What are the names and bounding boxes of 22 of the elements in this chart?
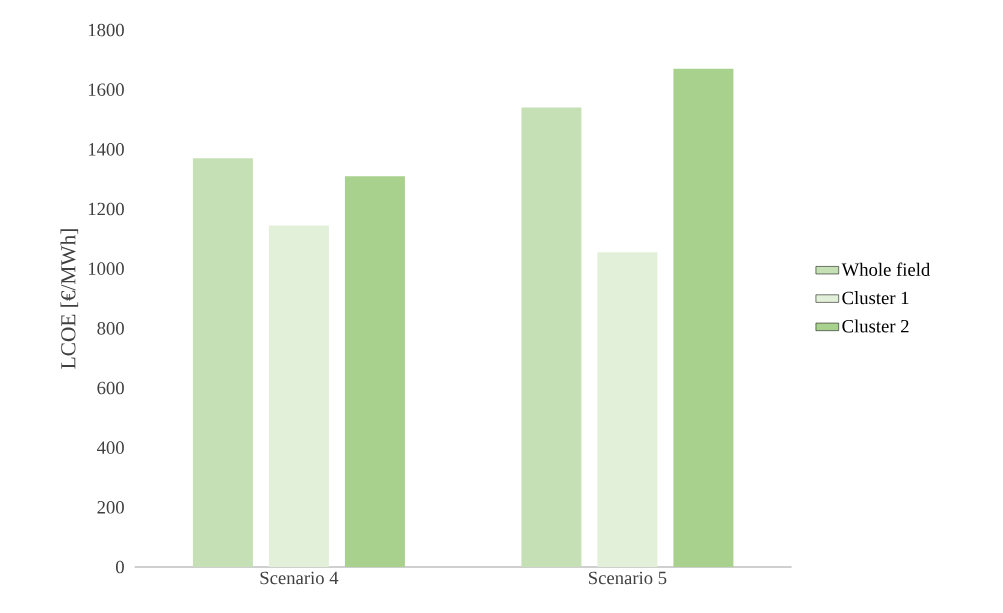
legend-label: Cluster 1 <box>842 291 909 305</box>
legend-label: Whole field <box>841 262 931 277</box>
y-axis-title: LCOE [€/MWh] <box>60 229 79 369</box>
bar <box>597 252 658 567</box>
y-tick-label: 1000 <box>88 262 124 275</box>
y-tick-label: 1200 <box>88 202 124 216</box>
bar <box>521 107 582 567</box>
x-tick-label: Scenario 5 <box>589 571 667 585</box>
x-tick-label: Scenario 4 <box>260 571 339 585</box>
y-tick-label: 200 <box>97 501 124 514</box>
y-tick-label: 800 <box>97 322 124 335</box>
bar <box>268 225 329 567</box>
y-tick-label: 0 <box>116 560 124 574</box>
y-tick-label: 1600 <box>88 83 124 96</box>
y-tick-label: 1800 <box>88 23 124 37</box>
legend-label: Cluster 2 <box>842 319 909 333</box>
y-tick-label: 600 <box>97 381 124 395</box>
y-tick-label: 400 <box>96 441 124 454</box>
bar <box>673 68 734 567</box>
bar <box>192 158 253 567</box>
bar <box>344 176 405 567</box>
y-tick-label: 1400 <box>88 143 124 156</box>
